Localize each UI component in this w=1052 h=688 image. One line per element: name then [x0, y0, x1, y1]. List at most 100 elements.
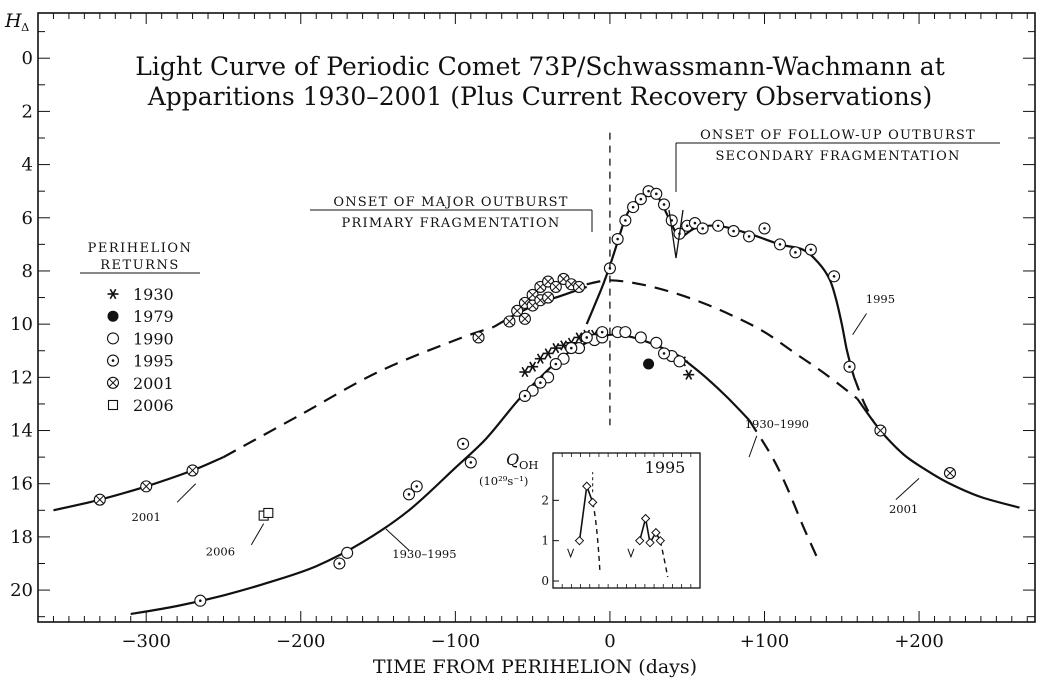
legend-label-2001: 2001	[133, 374, 174, 393]
marker-dot	[585, 336, 589, 339]
annotation-line-2: PRIMARY FRAGMENTATION	[342, 216, 561, 231]
leader-line	[748, 435, 758, 458]
legend-marker-2006	[107, 399, 119, 411]
marker-cross	[520, 314, 530, 324]
y-tick-label: 6	[22, 208, 33, 229]
legend-marker-2001	[106, 376, 120, 389]
curve-1995	[853, 376, 874, 421]
marker-dot	[616, 237, 619, 241]
point-1995	[627, 201, 640, 214]
point-1990	[634, 331, 647, 344]
inset-upper-limit	[627, 548, 635, 559]
point-1990	[341, 546, 354, 559]
inset-dashed-curve	[592, 502, 601, 573]
legend-label-1979: 1979	[133, 307, 174, 326]
point-1995	[518, 389, 531, 403]
marker-dot	[523, 394, 527, 398]
marker-cross	[543, 277, 553, 286]
marker-cross	[188, 466, 197, 475]
marker-dot	[407, 493, 411, 496]
legend-title-line-1: PERIHELION	[88, 241, 193, 256]
asterisk-stroke	[529, 361, 537, 372]
asterisk-stroke	[560, 340, 567, 351]
point-1995	[534, 376, 547, 389]
y-tick-label: 0	[22, 48, 33, 69]
marker-cross	[108, 378, 118, 388]
point-1995	[727, 225, 740, 238]
curve-unlabeled	[586, 279, 858, 400]
leader-line	[176, 483, 197, 503]
marker-cross	[512, 306, 522, 316]
marker-dot	[569, 346, 573, 350]
marker-dot	[763, 227, 766, 230]
y-axis-label: H Δ	[4, 10, 29, 34]
point-2001	[93, 493, 106, 506]
point-1930	[527, 361, 539, 372]
inset-point	[587, 497, 598, 508]
point-1930	[550, 342, 562, 354]
point-1995	[657, 347, 671, 360]
marker-cross	[141, 482, 151, 491]
marker-dot	[600, 330, 604, 334]
curve-2001	[222, 325, 495, 459]
marker-dot	[415, 485, 419, 488]
marker-dot	[338, 562, 341, 565]
marker-cross	[95, 495, 105, 504]
y-tick-label: 10	[10, 314, 33, 335]
marker-dot	[832, 274, 836, 278]
x-tick-label: +200	[894, 631, 943, 652]
marker-cross	[543, 293, 553, 302]
marker-body	[619, 326, 632, 339]
point-2001	[549, 280, 562, 293]
point-1995	[634, 193, 647, 206]
point-1995	[657, 198, 671, 211]
curve-label: 1930–1990	[745, 417, 809, 431]
marker-dot	[639, 197, 643, 201]
marker-body	[263, 507, 274, 519]
asterisk-stroke	[536, 353, 544, 364]
legend-label-1990: 1990	[133, 329, 174, 348]
marker-cross	[876, 426, 885, 435]
point-1995	[804, 243, 817, 256]
inset-point	[582, 481, 592, 491]
marker-cross	[528, 290, 537, 300]
annotation-line-1: ONSET OF FOLLOW-UP OUTBURST	[700, 128, 976, 143]
marker-dot	[469, 461, 473, 464]
curve-label: 2001	[889, 502, 918, 516]
point-1995	[565, 342, 578, 355]
inset-point	[655, 535, 666, 546]
point-1995	[457, 437, 470, 450]
point-1995	[773, 238, 787, 251]
legend: PERIHELION RETURNS 1930 1979 1990 1995 2001 200…	[80, 241, 200, 415]
point-2001	[472, 331, 485, 344]
legend-label-1995: 1995	[133, 352, 174, 371]
point-1995	[665, 214, 678, 227]
inset-chart: 0 1 2 1995 Q OH (10²⁹s⁻¹)	[479, 447, 707, 595]
point-1995	[828, 270, 841, 283]
inset-point	[645, 537, 655, 548]
point-1995	[596, 326, 609, 339]
marker-body	[341, 546, 354, 559]
marker-cross	[559, 274, 568, 284]
point-1995	[402, 488, 416, 501]
point-1990	[619, 326, 632, 339]
marker-dot	[631, 205, 635, 209]
marker-cross	[520, 298, 530, 308]
y-tick-label: 14	[10, 421, 33, 442]
point-1995	[619, 214, 632, 227]
point-2001	[186, 464, 199, 477]
x-tick-label: 0	[604, 631, 615, 652]
y-tick-label: 18	[10, 527, 33, 548]
point-1930	[519, 366, 531, 378]
marker-body	[673, 355, 686, 368]
inset-point	[651, 527, 661, 538]
marker-dot	[716, 224, 720, 228]
marker-dot	[794, 251, 797, 254]
annotations: 2001 2006 1930–1995 1930–1990 1995 2001 ONSET …	[132, 128, 1000, 561]
marker-dot	[848, 365, 851, 368]
marker-body	[107, 399, 119, 411]
y-tick-label: 12	[10, 367, 33, 388]
point-2001	[511, 304, 524, 317]
marker-cross	[574, 282, 584, 292]
curve-label: 1930–1995	[392, 547, 456, 561]
